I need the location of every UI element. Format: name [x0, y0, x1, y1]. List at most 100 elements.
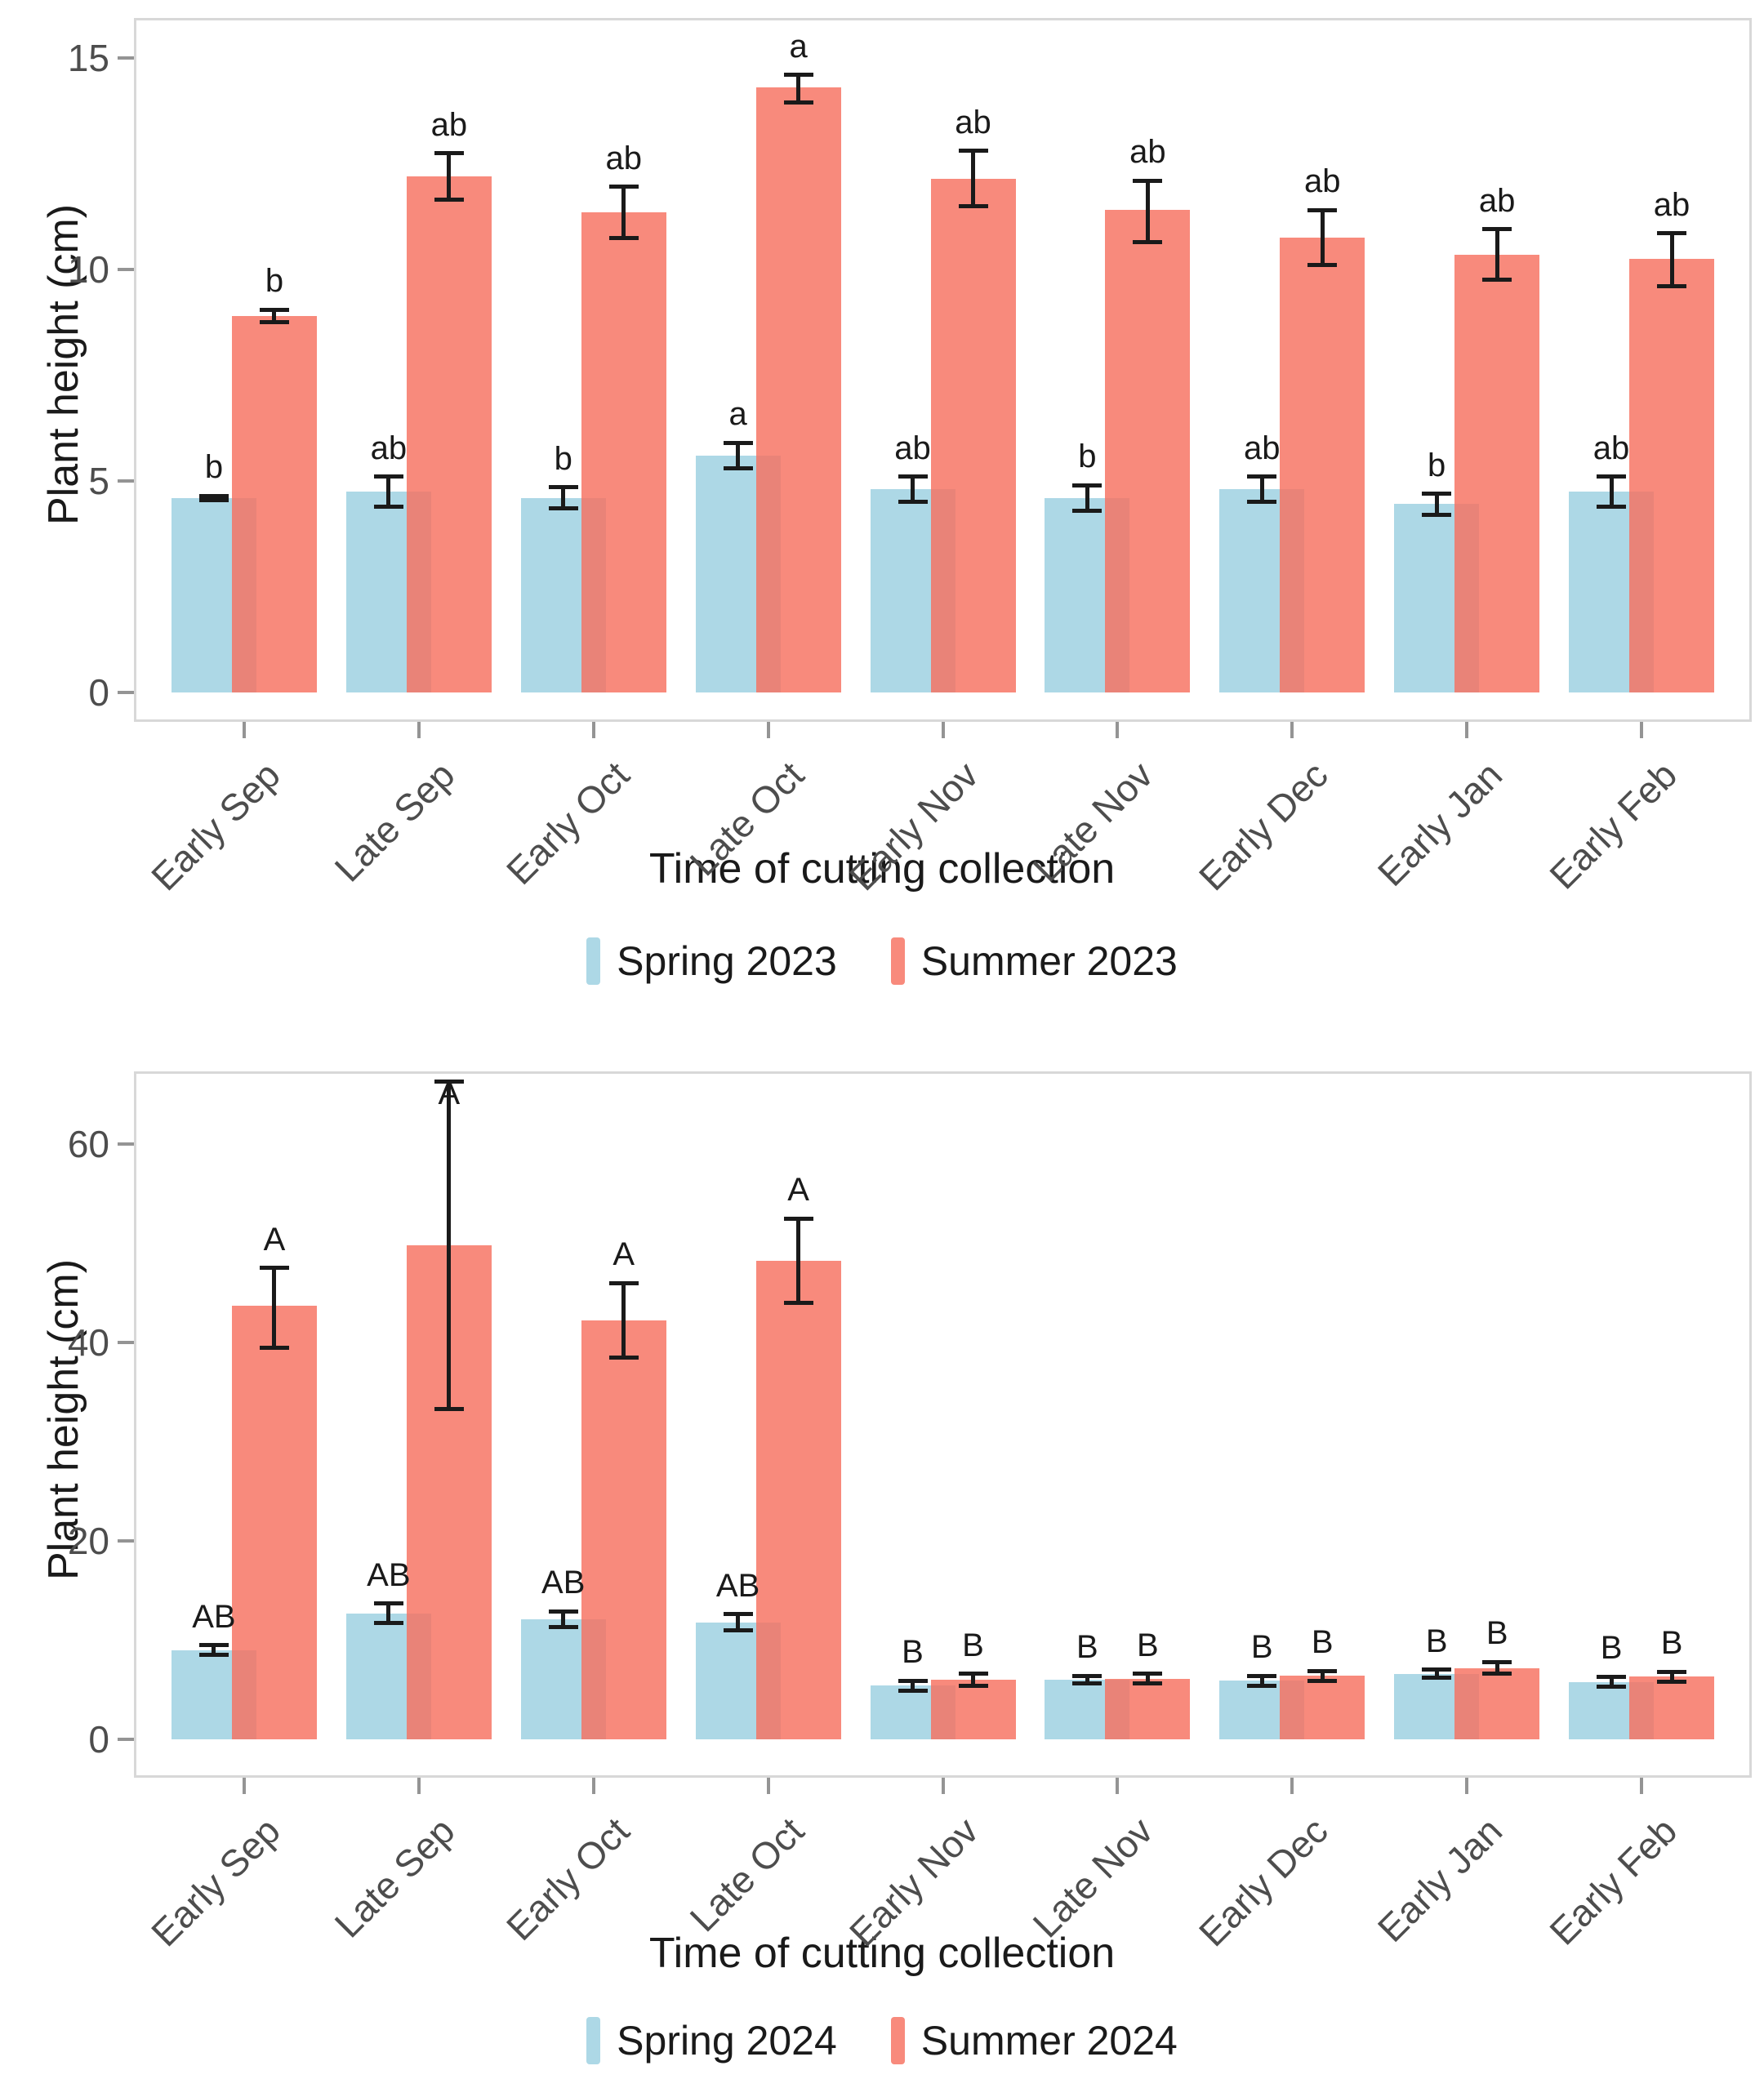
- error-bar-stem: [1145, 180, 1150, 243]
- x-tick-mark: [242, 1778, 246, 1794]
- error-bar-cap-top: [1482, 227, 1512, 232]
- significance-letter: A: [787, 1172, 809, 1209]
- error-bar-cap-top: [723, 1612, 753, 1617]
- x-tick-mark: [416, 1778, 421, 1794]
- significance-letter: AB: [367, 1556, 411, 1593]
- error-bar-cap-bottom: [958, 1683, 988, 1688]
- error-bar-stem: [1259, 476, 1264, 502]
- error-bar-stem: [1145, 1673, 1150, 1684]
- significance-letter: ab: [1592, 430, 1630, 466]
- bar-summer-late-oct: [755, 1261, 841, 1739]
- error-bar-cap-top: [1657, 1669, 1687, 1674]
- legend-swatch-summer-2024: [890, 2017, 905, 2064]
- significance-letter: A: [612, 1236, 635, 1273]
- significance-letter: ab: [430, 106, 468, 143]
- significance-letter: a: [789, 28, 808, 65]
- error-bar-stem: [1609, 1676, 1614, 1687]
- error-bar-cap-top: [198, 1643, 229, 1648]
- error-bar-stem: [1669, 233, 1674, 287]
- error-bar-stem: [447, 1081, 452, 1409]
- error-bar-stem: [1434, 1669, 1439, 1678]
- x-tick-mark: [1116, 1778, 1120, 1794]
- error-bar-cap-top: [898, 1678, 928, 1683]
- error-bar-stem: [272, 1267, 277, 1348]
- significance-letter: B: [1311, 1624, 1334, 1661]
- bar-summer-early-dec: [1280, 238, 1365, 692]
- x-axis-title-2023: Time of cutting collection: [648, 845, 1116, 893]
- y-tick-mark: [118, 1341, 134, 1344]
- x-tick-mark: [1640, 722, 1644, 738]
- error-bar-cap-bottom: [1247, 500, 1277, 505]
- significance-letter: B: [1600, 1630, 1623, 1667]
- error-bar-cap-bottom: [958, 203, 988, 208]
- x-tick-mark: [941, 722, 945, 738]
- error-bar-cap-bottom: [608, 235, 639, 240]
- error-bar-stem: [272, 309, 277, 323]
- y-tick-mark: [118, 1738, 134, 1741]
- y-tick-label: 15: [67, 37, 109, 79]
- x-tick-mark: [591, 722, 595, 738]
- error-bar-cap-bottom: [1657, 1680, 1687, 1685]
- significance-letter: B: [1250, 1629, 1273, 1666]
- error-bar-cap-bottom: [783, 100, 813, 105]
- significance-letter: B: [1076, 1629, 1098, 1666]
- error-bar-cap-bottom: [373, 504, 403, 509]
- error-bar-stem: [796, 1218, 801, 1303]
- legend-swatch-spring-2023: [586, 937, 601, 985]
- x-tick-mark: [766, 1778, 770, 1794]
- error-bar-cap-top: [548, 1609, 578, 1614]
- error-bar-stem: [1434, 493, 1439, 515]
- significance-letter: B: [1660, 1625, 1683, 1662]
- error-bar-cap-top: [259, 1266, 289, 1271]
- x-tick-mark: [1465, 1778, 1469, 1794]
- error-bar-stem: [561, 487, 566, 509]
- error-bar-stem: [1320, 1671, 1325, 1681]
- significance-letter: a: [728, 396, 747, 433]
- y-tick-label: 10: [67, 248, 109, 291]
- error-bar-cap-bottom: [723, 465, 753, 470]
- significance-letter: ab: [1244, 430, 1281, 466]
- error-bar-cap-top: [1307, 1668, 1338, 1673]
- error-bar-cap-bottom: [373, 1621, 403, 1626]
- bar-summer-late-nov: [1105, 1678, 1191, 1739]
- x-tick-mark: [1116, 722, 1120, 738]
- error-bar-cap-bottom: [548, 1625, 578, 1630]
- x-category-label: Late Oct: [681, 1809, 812, 1940]
- error-bar-cap-bottom: [898, 1688, 928, 1693]
- y-tick-label: 0: [88, 671, 109, 714]
- error-bar-cap-top: [373, 474, 403, 479]
- error-bar-stem: [212, 1645, 216, 1655]
- error-bar-stem: [1669, 1672, 1674, 1682]
- error-bar-cap-bottom: [1133, 239, 1163, 244]
- bar-summer-early-feb: [1629, 259, 1715, 692]
- x-category-label: Early Jan: [1370, 1809, 1511, 1950]
- significance-letter: B: [1425, 1623, 1448, 1659]
- error-bar-stem: [621, 186, 626, 238]
- error-bar-stem: [1494, 1662, 1499, 1674]
- error-bar-cap-top: [1422, 492, 1452, 496]
- error-bar-stem: [447, 153, 452, 200]
- error-bar-cap-bottom: [1422, 512, 1452, 517]
- significance-letter: ab: [605, 140, 642, 176]
- x-tick-mark: [1640, 1778, 1644, 1794]
- error-bar-stem: [1085, 485, 1089, 511]
- y-tick-label: 5: [88, 460, 109, 502]
- error-bar-cap-top: [1657, 231, 1687, 236]
- legend-2023: Spring 2023 Summer 2023: [0, 937, 1764, 985]
- bar-summer-early-sep: [231, 315, 317, 692]
- significance-letter: AB: [192, 1598, 236, 1635]
- x-tick-mark: [1290, 722, 1294, 738]
- error-bar-cap-bottom: [1657, 284, 1687, 289]
- significance-letter: B: [962, 1627, 984, 1663]
- x-category-label: Late Sep: [326, 1809, 463, 1946]
- error-bar-cap-top: [1422, 1667, 1452, 1672]
- error-bar-cap-bottom: [198, 1653, 229, 1658]
- y-tick-label: 0: [88, 1718, 109, 1761]
- error-bar-stem: [1320, 210, 1325, 265]
- x-category-label: Early Oct: [497, 1809, 638, 1949]
- bar-summer-early-feb: [1629, 1676, 1715, 1739]
- significance-letter: b: [1428, 447, 1446, 483]
- significance-letter: b: [1078, 439, 1097, 475]
- bar-summer-early-dec: [1280, 1676, 1365, 1739]
